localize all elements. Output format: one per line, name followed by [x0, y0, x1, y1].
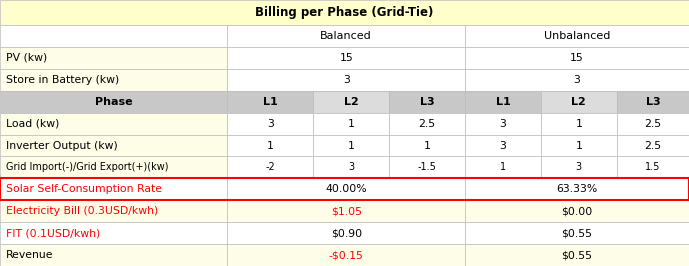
Bar — [227, 244, 465, 266]
Text: $0.55: $0.55 — [562, 250, 593, 260]
Text: Balanced: Balanced — [320, 31, 372, 41]
Text: L3: L3 — [646, 97, 660, 107]
Text: 3: 3 — [267, 119, 274, 129]
Bar — [465, 47, 689, 69]
Text: L2: L2 — [344, 97, 359, 107]
Bar — [227, 135, 313, 156]
Bar — [617, 156, 689, 178]
Bar — [465, 25, 689, 47]
Bar — [541, 91, 617, 113]
Text: 1: 1 — [575, 119, 582, 129]
Bar — [465, 222, 689, 244]
Bar — [227, 178, 465, 200]
Text: 15: 15 — [570, 53, 584, 63]
Text: 3: 3 — [574, 75, 580, 85]
Bar — [465, 91, 541, 113]
Bar — [0, 200, 227, 222]
Bar — [227, 156, 313, 178]
Bar — [313, 156, 389, 178]
Bar — [313, 91, 389, 113]
Text: 15: 15 — [340, 53, 353, 63]
Bar — [617, 135, 689, 156]
Bar — [227, 91, 313, 113]
Bar — [541, 156, 617, 178]
Text: 40.00%: 40.00% — [325, 184, 367, 194]
Bar — [465, 69, 689, 91]
Text: 3: 3 — [500, 140, 506, 151]
Bar — [541, 135, 617, 156]
Text: 2.5: 2.5 — [644, 119, 661, 129]
Bar — [227, 69, 465, 91]
Text: Solar Self-Consumption Rate: Solar Self-Consumption Rate — [6, 184, 161, 194]
Text: L1: L1 — [495, 97, 511, 107]
Bar — [227, 222, 465, 244]
Bar — [465, 244, 689, 266]
Text: Phase: Phase — [95, 97, 132, 107]
Text: 1: 1 — [267, 140, 274, 151]
Text: 1: 1 — [348, 119, 355, 129]
Text: Billing per Phase (Grid-Tie): Billing per Phase (Grid-Tie) — [256, 6, 433, 19]
Bar — [389, 91, 465, 113]
Text: 1: 1 — [424, 140, 431, 151]
Text: -1.5: -1.5 — [418, 163, 437, 172]
Text: 1: 1 — [575, 140, 582, 151]
Bar — [313, 135, 389, 156]
Text: Load (kw): Load (kw) — [6, 119, 59, 129]
Text: Grid Import(-)/Grid Export(+)(kw): Grid Import(-)/Grid Export(+)(kw) — [6, 163, 168, 172]
Text: -2: -2 — [265, 163, 276, 172]
Bar — [227, 25, 465, 47]
Bar — [227, 200, 465, 222]
Text: $1.05: $1.05 — [331, 206, 362, 216]
Bar — [0, 178, 227, 200]
Bar — [541, 113, 617, 135]
Bar — [617, 113, 689, 135]
Bar — [465, 200, 689, 222]
Text: L3: L3 — [420, 97, 435, 107]
Bar — [465, 113, 541, 135]
Text: FIT (0.1USD/kwh): FIT (0.1USD/kwh) — [6, 228, 100, 238]
Text: 1.5: 1.5 — [645, 163, 661, 172]
Bar — [0, 0, 689, 25]
Bar — [313, 113, 389, 135]
Bar — [389, 113, 465, 135]
Bar — [0, 25, 227, 47]
Bar — [389, 156, 465, 178]
Bar — [0, 244, 227, 266]
Text: 63.33%: 63.33% — [557, 184, 597, 194]
Text: 3: 3 — [343, 75, 349, 85]
Text: 2.5: 2.5 — [644, 140, 661, 151]
Text: $0.00: $0.00 — [562, 206, 593, 216]
Bar — [389, 135, 465, 156]
Bar — [227, 113, 313, 135]
Text: $0.90: $0.90 — [331, 228, 362, 238]
Text: 2.5: 2.5 — [419, 119, 435, 129]
Text: 3: 3 — [576, 163, 582, 172]
Text: Store in Battery (kw): Store in Battery (kw) — [6, 75, 119, 85]
Bar — [0, 156, 227, 178]
Bar — [0, 222, 227, 244]
Bar — [0, 91, 227, 113]
Text: 3: 3 — [500, 119, 506, 129]
Text: Electricity Bill (0.3USD/kwh): Electricity Bill (0.3USD/kwh) — [6, 206, 158, 216]
Text: $0.55: $0.55 — [562, 228, 593, 238]
Text: 3: 3 — [349, 163, 354, 172]
Bar — [465, 156, 541, 178]
Bar — [465, 135, 541, 156]
Bar — [465, 178, 689, 200]
Text: 1: 1 — [500, 163, 506, 172]
Bar — [0, 113, 227, 135]
Bar — [617, 91, 689, 113]
Text: Revenue: Revenue — [6, 250, 53, 260]
Text: -$0.15: -$0.15 — [329, 250, 364, 260]
Bar — [227, 47, 465, 69]
Text: L1: L1 — [263, 97, 278, 107]
Bar — [0, 47, 227, 69]
Text: L2: L2 — [571, 97, 586, 107]
Text: PV (kw): PV (kw) — [6, 53, 47, 63]
Bar — [0, 135, 227, 156]
Text: Inverter Output (kw): Inverter Output (kw) — [6, 140, 117, 151]
Text: Unbalanced: Unbalanced — [544, 31, 610, 41]
Bar — [0, 69, 227, 91]
Text: 1: 1 — [348, 140, 355, 151]
